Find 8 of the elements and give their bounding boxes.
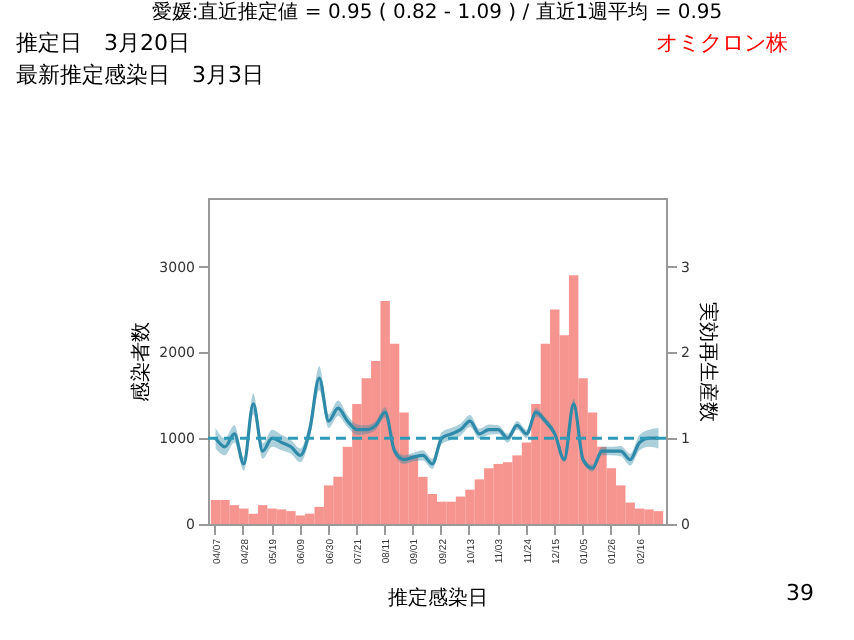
text: 最新推定感染日 3月3日 <box>16 62 264 88</box>
y2-axis-title: 実効再生産数 <box>695 302 720 422</box>
y-axis-title: 感染者数 <box>129 322 154 402</box>
text: オミクロン株 <box>656 30 788 56</box>
x-axis-title: 推定感染日 <box>388 586 488 611</box>
text: 39 <box>786 580 814 606</box>
text: 推定日 3月20日 <box>16 30 190 56</box>
chart-title: 愛媛:直近推定値 = 0.95 ( 0.82 - 1.09 ) / 直近1週平均 = 0.95 <box>151 0 723 24</box>
